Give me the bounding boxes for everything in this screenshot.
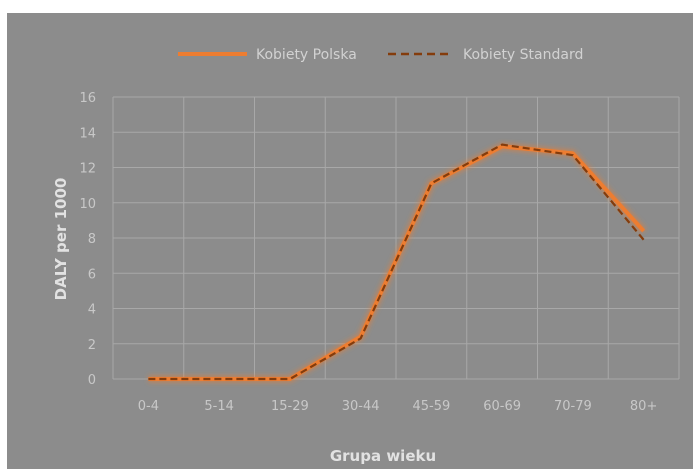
x-axis-title: Grupa wieku (330, 447, 436, 465)
x-tick-label: 5-14 (204, 399, 234, 414)
gridlines (112, 96, 680, 380)
y-tick-label: 4 (88, 303, 96, 318)
x-axis-ticks: 0-4 5-14 15-29 30-44 45-59 60-69 70-79 80+ (138, 399, 658, 414)
y-tick-label: 10 (79, 197, 96, 212)
x-tick-label: 60-69 (483, 399, 521, 414)
y-tick-label: 2 (88, 338, 96, 353)
series-line-kobiety-standard (148, 143, 645, 381)
y-axis-ticks: 0 2 4 6 8 10 12 14 16 (79, 91, 96, 388)
y-axis-title: DALY per 1000 (52, 178, 70, 301)
legend: Kobiety Polska Kobiety Standard (178, 47, 583, 63)
legend-label-series-1: Kobiety Standard (463, 47, 583, 63)
y-tick-label: 14 (79, 126, 96, 141)
y-tick-label: 16 (79, 91, 96, 106)
x-tick-label: 0-4 (138, 399, 159, 414)
x-tick-label: 30-44 (342, 399, 380, 414)
x-tick-label: 15-29 (271, 399, 309, 414)
x-tick-label: 80+ (630, 399, 657, 414)
line-chart: Kobiety Polska Kobiety Standard 0 2 4 6 8 10 1… (52, 47, 680, 465)
y-tick-label: 8 (88, 232, 96, 247)
series-lines (148, 142, 647, 383)
y-tick-label: 12 (79, 162, 96, 177)
y-tick-label: 6 (88, 267, 96, 282)
y-tick-label: 0 (88, 373, 96, 388)
legend-label-series-0: Kobiety Polska (256, 47, 357, 63)
chart-frame: Kobiety Polska Kobiety Standard 0 2 4 6 8 10 1… (7, 13, 693, 469)
x-tick-label: 45-59 (412, 399, 450, 414)
x-tick-label: 70-79 (554, 399, 592, 414)
